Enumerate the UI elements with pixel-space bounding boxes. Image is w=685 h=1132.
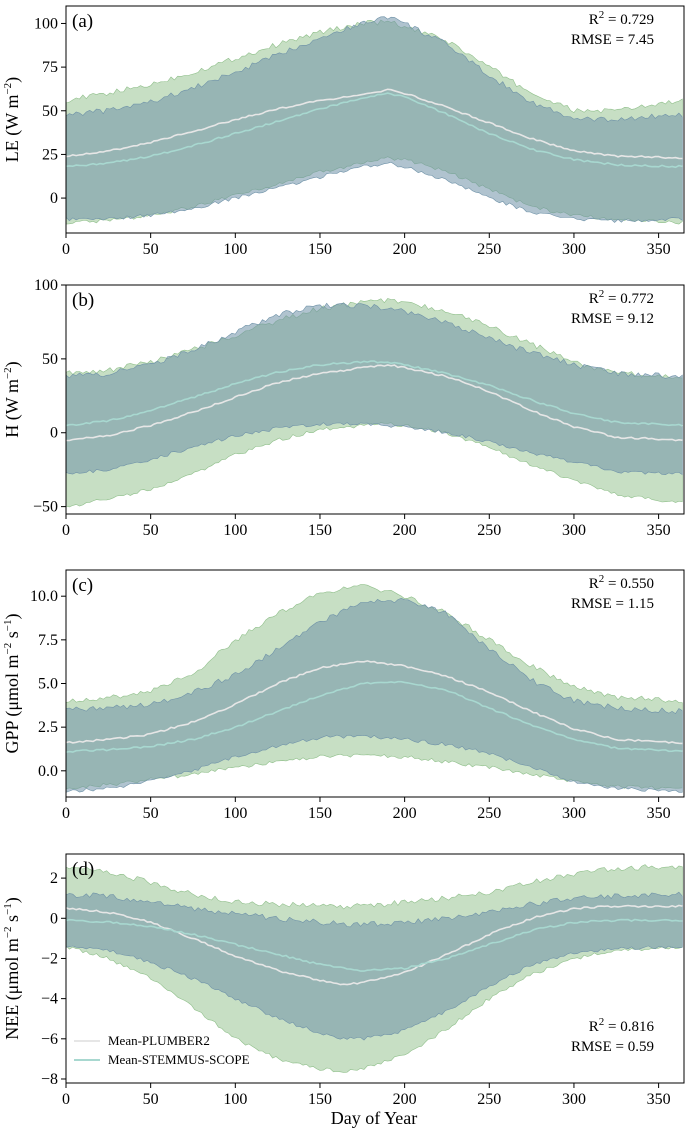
- plot-area-1: [66, 16, 683, 225]
- x-tick-label: 50: [143, 1091, 159, 1108]
- panel-label: (c): [72, 575, 93, 596]
- line-mean-stemmus-scope: [66, 918, 683, 972]
- plot-area-2: [66, 298, 683, 508]
- y-tick-label: −2: [41, 950, 58, 967]
- x-tick-label: 50: [143, 241, 159, 258]
- plot-area-4: [66, 864, 683, 1073]
- stat-rmse: RMSE = 1.15: [571, 596, 654, 612]
- x-axis-label: Day of Year: [331, 1108, 417, 1128]
- panel-1: 0 50 100 150 200 250 300 350 0 25 50 75 100 LE (W m−2…: [2, 5, 685, 258]
- y-tick-label: 10.0: [30, 588, 58, 605]
- plot-area-3: [66, 584, 683, 793]
- x-tick-label: 250: [477, 805, 501, 822]
- x-tick-label: 300: [562, 241, 586, 258]
- x-tick-label: 200: [393, 805, 417, 822]
- x-tick-label: 350: [647, 1091, 671, 1108]
- axes-frame: [65, 284, 685, 515]
- x-tick-label: 100: [223, 241, 247, 258]
- legend-label: Mean-PLUMBER2: [108, 1033, 210, 1048]
- y-axis-label: NEE (μmol m−2 s−1): [2, 897, 23, 1040]
- axes-frame: [65, 5, 685, 234]
- line-mean-stemmus-scope: [66, 92, 683, 169]
- stat-r2: R2 = 0.729: [589, 9, 654, 28]
- band-mean-stemmus-scope: [66, 16, 683, 223]
- y-tick-label: 7.5: [38, 632, 58, 649]
- line-mean-plumber2: [66, 88, 683, 160]
- x-tick-label: 350: [647, 805, 671, 822]
- x-tick-label: 100: [223, 805, 247, 822]
- x-tick-label: 200: [393, 522, 417, 539]
- y-tick-label: 75: [42, 59, 58, 76]
- x-tick-label: 100: [223, 1091, 247, 1108]
- y-tick-label: 25: [42, 146, 58, 163]
- y-tick-label: 50: [42, 351, 58, 368]
- y-tick-label: −8: [41, 1071, 58, 1088]
- y-tick-label: 50: [42, 103, 58, 120]
- x-tick-label: 250: [477, 241, 501, 258]
- line-mean-stemmus-scope: [66, 360, 683, 427]
- y-tick-label: 100: [34, 277, 58, 294]
- x-tick-label: 100: [223, 522, 247, 539]
- y-tick-label: −4: [41, 991, 58, 1008]
- y-axis-label: LE (W m−2): [2, 77, 23, 162]
- legend: Mean-PLUMBER2 Mean-STEMMUS-SCOPE: [74, 1033, 250, 1067]
- panel-label: (d): [72, 859, 94, 880]
- panel-label: (a): [72, 11, 93, 32]
- panel-4: 0 50 100 150 200 250 300 350 −8 −6 −4 −2 0 2 NEE (μmol…: [2, 853, 685, 1108]
- stat-rmse: RMSE = 0.59: [571, 1039, 654, 1055]
- band-mean-stemmus-scope: [66, 302, 683, 476]
- x-tick-label: 150: [308, 522, 332, 539]
- band-mean-stemmus-scope: [66, 891, 683, 1041]
- line-mean-plumber2: [66, 364, 683, 442]
- x-tick-label: 0: [62, 1091, 70, 1108]
- x-tick-label: 0: [62, 522, 70, 539]
- x-tick-label: 150: [308, 1091, 332, 1108]
- x-tick-label: 0: [62, 805, 70, 822]
- band-mean-stemmus-scope: [66, 597, 683, 793]
- panel-3: 0 50 100 150 200 250 300 350 0.0 2.5 5.0 7.5 10.0 GPP…: [2, 569, 685, 822]
- stat-rmse: RMSE = 9.12: [571, 311, 654, 327]
- x-tick-label: 0: [62, 241, 70, 258]
- y-axis-label: H (W m−2): [2, 361, 23, 437]
- x-tick-label: 50: [143, 522, 159, 539]
- x-tick-label: 200: [393, 241, 417, 258]
- x-tick-label: 150: [308, 805, 332, 822]
- stat-r2: R2 = 0.816: [589, 1016, 655, 1035]
- y-axis-label: GPP (μmol m−2 s−1): [2, 614, 23, 754]
- y-tick-label: 2.5: [38, 719, 58, 736]
- x-tick-label: 200: [393, 1091, 417, 1108]
- legend-label: Mean-STEMMUS-SCOPE: [108, 1052, 250, 1067]
- axes-frame: [65, 853, 685, 1084]
- line-mean-stemmus-scope: [66, 680, 683, 753]
- y-tick-label: −6: [41, 1031, 58, 1048]
- x-tick-label: 250: [477, 522, 501, 539]
- stat-r2: R2 = 0.550: [589, 573, 654, 592]
- x-tick-label: 300: [562, 1091, 586, 1108]
- x-tick-label: 250: [477, 1091, 501, 1108]
- x-tick-label: 350: [647, 241, 671, 258]
- y-tick-label: 0: [50, 425, 58, 442]
- y-tick-label: −50: [33, 499, 58, 516]
- x-tick-label: 350: [647, 522, 671, 539]
- y-tick-label: 0: [50, 190, 58, 207]
- line-mean-plumber2: [66, 904, 683, 986]
- y-tick-label: 0.0: [38, 763, 58, 780]
- line-mean-plumber2: [66, 660, 683, 745]
- stat-rmse: RMSE = 7.45: [571, 32, 654, 48]
- stat-r2: R2 = 0.772: [589, 288, 654, 307]
- y-tick-label: 100: [34, 15, 58, 32]
- x-tick-label: 300: [562, 522, 586, 539]
- x-tick-label: 150: [308, 241, 332, 258]
- y-tick-label: 2: [50, 870, 58, 887]
- x-tick-label: 50: [143, 805, 159, 822]
- panel-label: (b): [72, 290, 94, 311]
- y-tick-label: 5.0: [38, 676, 58, 693]
- y-tick-label: 0: [50, 910, 58, 927]
- x-tick-label: 300: [562, 805, 586, 822]
